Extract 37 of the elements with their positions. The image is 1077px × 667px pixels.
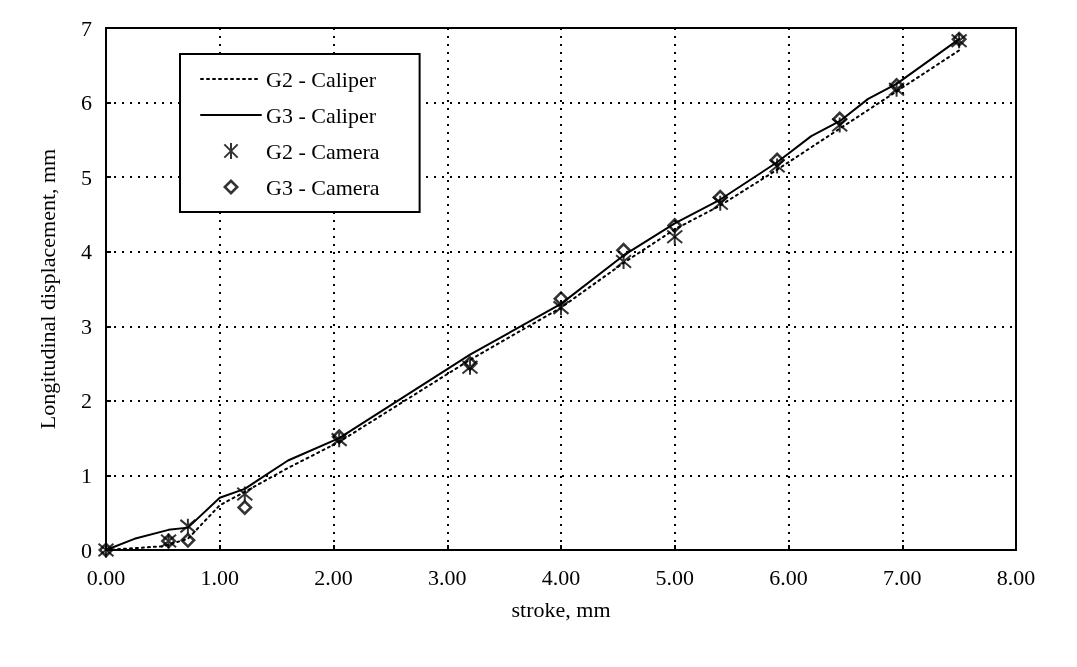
y-tick-label: 7 [81, 15, 92, 41]
point [236, 485, 254, 503]
legend-label: G3 - Caliper [266, 102, 377, 128]
point [831, 116, 849, 134]
x-tick-label: 1.00 [200, 564, 239, 590]
y-tick-label: 0 [81, 537, 92, 563]
point [552, 299, 570, 317]
point [666, 228, 684, 246]
y-tick-label: 1 [81, 462, 92, 488]
point [330, 431, 348, 449]
x-tick-label: 7.00 [883, 564, 922, 590]
x-tick-label: 5.00 [655, 564, 694, 590]
y-tick-label: 5 [81, 164, 92, 190]
point [711, 194, 729, 212]
x-tick-label: 0.00 [86, 564, 126, 590]
point [615, 252, 633, 270]
y-axis-title: Longitudinal displacement, mm [34, 148, 60, 430]
x-tick-label: 2.00 [314, 564, 353, 590]
legend-label: G2 - Camera [266, 138, 380, 164]
x-tick-label: 8.00 [996, 564, 1036, 590]
y-tick-label: 3 [81, 313, 92, 339]
x-tick-label: 6.00 [769, 564, 808, 590]
y-tick-label: 4 [81, 239, 92, 265]
point [461, 358, 479, 376]
point [179, 532, 196, 549]
x-axis-title: stroke, mm [511, 596, 611, 622]
point [768, 157, 786, 175]
point [236, 499, 253, 516]
x-tick-label: 4.00 [541, 564, 581, 590]
x-tick-label: 3.00 [428, 564, 467, 590]
legend-label: G3 - Camera [266, 174, 380, 200]
point [462, 355, 478, 372]
y-tick-label: 6 [81, 90, 92, 116]
y-tick-label: 2 [81, 388, 92, 414]
point [888, 80, 906, 98]
point [179, 517, 197, 535]
legend-label: G2 - Caliper [266, 66, 377, 92]
